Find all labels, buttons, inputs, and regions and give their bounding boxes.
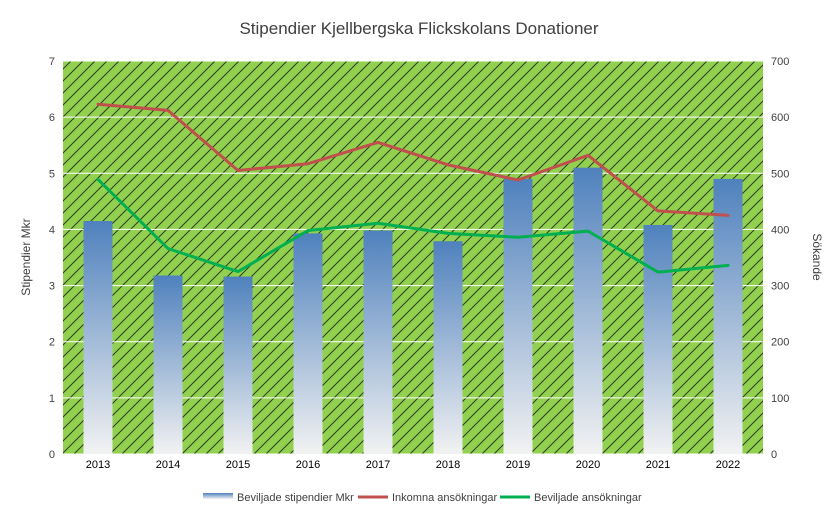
right-tick-label: 700: [771, 56, 789, 68]
x-tick-label: 2021: [646, 459, 670, 471]
bar-2015: [223, 276, 253, 454]
x-tick-label: 2018: [436, 459, 460, 471]
left-axis: 0 1 2 3 4 5 6 7: [49, 56, 55, 461]
left-tick-label: 5: [49, 168, 55, 180]
right-tick-label: 200: [771, 337, 789, 349]
left-tick-label: 4: [49, 224, 55, 236]
x-tick-label: 2013: [86, 459, 110, 471]
bar-2020: [573, 167, 603, 454]
right-axis: 0 100 200 300 400 500 600 700: [771, 56, 789, 461]
chart-title: Stipendier Kjellbergska Flickskolans Don…: [239, 19, 598, 38]
left-tick-label: 7: [49, 56, 55, 68]
left-tick-label: 0: [49, 449, 55, 461]
x-tick-label: 2015: [226, 459, 250, 471]
right-tick-label: 0: [771, 449, 777, 461]
bar-2014: [153, 275, 183, 454]
left-tick-label: 3: [49, 281, 55, 293]
bar-2019: [503, 178, 533, 454]
x-tick-label: 2017: [366, 459, 390, 471]
right-tick-label: 600: [771, 112, 789, 124]
bar-2016: [293, 233, 323, 454]
bar-2018: [433, 241, 463, 454]
left-tick-label: 2: [49, 337, 55, 349]
right-axis-label: Sökande: [810, 233, 824, 281]
line-beviljade-ansokningar: [96, 177, 730, 274]
bar-2013: [83, 221, 113, 454]
x-tick-label: 2020: [576, 459, 600, 471]
x-tick-label: 2019: [506, 459, 530, 471]
line-inkomna-ansokningar: [96, 102, 730, 217]
x-tick-label: 2014: [156, 459, 180, 471]
right-tick-label: 500: [771, 168, 789, 180]
right-tick-label: 100: [771, 393, 789, 405]
bar-2022: [713, 178, 743, 454]
right-tick-label: 400: [771, 224, 789, 236]
x-tick-label: 2022: [716, 459, 740, 471]
legend-label: Inkomna ansökningar: [392, 492, 498, 504]
legend: Beviljade stipendier Mkr Inkomna ansöknin…: [203, 492, 642, 504]
line-series: [96, 102, 730, 274]
x-axis: 2013 2014 2015 2016 2017 2018 2019 2020 2021 2022: [86, 459, 740, 471]
bar-2021: [643, 224, 673, 454]
legend-label: Beviljade ansökningar: [534, 492, 642, 504]
left-tick-label: 6: [49, 112, 55, 124]
left-axis-label: Stipendier Mkr: [19, 218, 33, 295]
legend-label: Beviljade stipendier Mkr: [237, 492, 354, 504]
bar-series: [83, 167, 743, 454]
bar-2017: [363, 230, 393, 454]
x-tick-label: 2016: [296, 459, 320, 471]
left-tick-label: 1: [49, 393, 55, 405]
legend-swatch-bars: [203, 493, 233, 499]
right-tick-label: 300: [771, 281, 789, 293]
